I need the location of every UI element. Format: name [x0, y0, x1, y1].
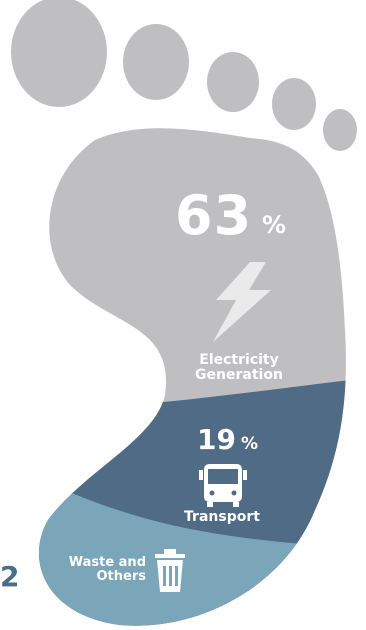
- toe-3: [207, 52, 259, 112]
- waste-label: Waste and Others: [68, 555, 146, 585]
- transport-percent-sign: %: [241, 434, 259, 454]
- lightning-bolt-icon: [213, 262, 271, 342]
- toe-1: [11, 0, 107, 107]
- bus-icon: [199, 464, 247, 507]
- electricity-percent-sign: %: [262, 211, 287, 239]
- electricity-percent-value: 63: [175, 184, 253, 247]
- toe-2: [123, 24, 189, 100]
- toe-4: [272, 78, 316, 130]
- trash-bin-icon: [155, 549, 185, 592]
- toe-5: [323, 109, 357, 151]
- transport-label: Transport: [184, 509, 260, 525]
- electricity-label: Electricity Generation: [195, 352, 283, 384]
- transport-percent-value: 19: [197, 423, 236, 456]
- edge-number: 2: [0, 560, 20, 593]
